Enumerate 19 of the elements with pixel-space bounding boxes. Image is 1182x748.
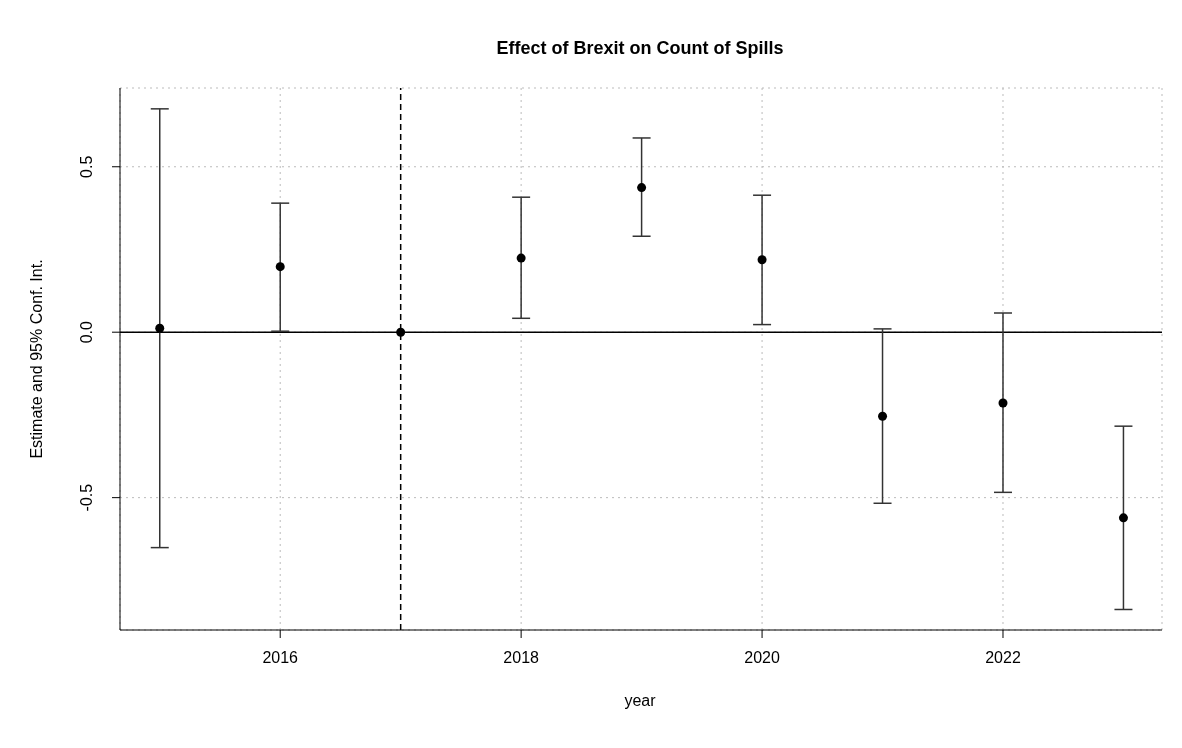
- point: [757, 255, 767, 265]
- point: [275, 262, 285, 272]
- point: [998, 398, 1008, 408]
- chart-title: Effect of Brexit on Count of Spills: [495, 38, 785, 59]
- x-tick-label: 2020: [744, 649, 780, 667]
- point: [396, 327, 406, 337]
- point: [637, 183, 647, 193]
- x-tick-label: 2022: [985, 649, 1021, 667]
- point: [878, 411, 888, 421]
- point: [516, 253, 526, 263]
- point: [155, 323, 165, 333]
- x-tick-label: 2016: [262, 649, 299, 667]
- y-tick-label: 0.5: [78, 155, 95, 178]
- x-axis-title: year: [623, 692, 657, 710]
- y-axis-title: Estimate and 95% Conf. Int.: [27, 259, 45, 459]
- x-tick-label: 2018: [503, 649, 540, 667]
- y-tick-label: -0.5: [78, 483, 95, 512]
- y-tick-label: 0.0: [78, 320, 95, 344]
- point: [1118, 513, 1128, 523]
